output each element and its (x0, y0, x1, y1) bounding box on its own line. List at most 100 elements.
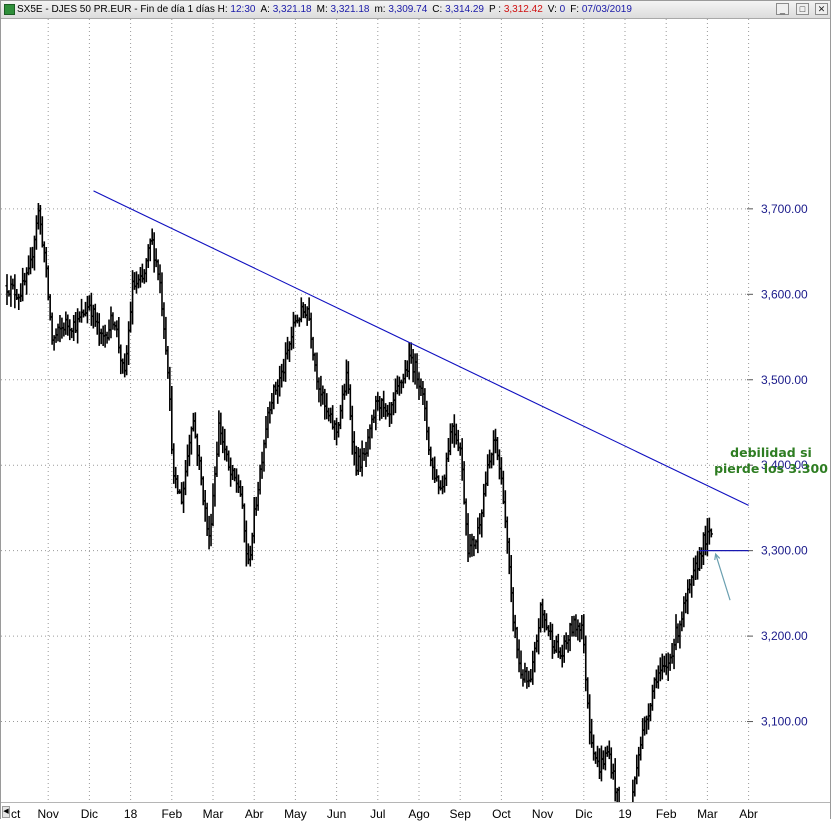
quote-field-label: M: (316, 4, 331, 15)
price-bar (250, 532, 254, 561)
price-bar (244, 520, 248, 567)
price-bar (380, 398, 384, 419)
annotation-line-2: pierde los 3.300 (714, 461, 828, 476)
price-bar (352, 431, 356, 466)
price-bar (617, 786, 620, 802)
price-bar (36, 202, 40, 230)
price-bar (70, 327, 74, 339)
maximize-button[interactable]: □ (796, 3, 809, 15)
x-tick-label: Abr (244, 807, 264, 821)
price-bar (187, 434, 191, 467)
y-tick-label: 3,200.00 (761, 629, 808, 643)
price-bar (89, 292, 93, 326)
price-bar (668, 653, 672, 671)
price-bar (150, 228, 154, 245)
price-bar (207, 515, 211, 550)
price-bar (323, 388, 327, 420)
price-bar (494, 428, 498, 454)
price-bar (454, 423, 458, 445)
price-bar (662, 655, 666, 673)
price-bar (709, 528, 713, 538)
quote-field-label: A: (260, 4, 273, 15)
close-button[interactable]: ✕ (815, 3, 828, 15)
minimize-button[interactable]: _ (776, 3, 789, 15)
price-bar (340, 385, 344, 419)
y-tick-label: 3,700.00 (761, 202, 808, 216)
price-bar (431, 457, 435, 480)
quote-field-label: V: (547, 4, 560, 15)
price-bar (674, 614, 678, 651)
price-bar (492, 430, 496, 466)
price-bar (676, 623, 680, 644)
y-tick-label: 3,600.00 (761, 287, 808, 301)
chart-app-icon (4, 4, 15, 15)
quote-field-value: 3,314.29 (445, 4, 484, 15)
price-bar (17, 293, 21, 310)
price-bar (174, 466, 178, 489)
price-bar (652, 677, 656, 699)
price-bar (558, 647, 562, 660)
price-bar (66, 314, 70, 336)
price-bar (656, 665, 660, 689)
price-bar (154, 248, 158, 268)
price-bar (425, 400, 429, 441)
price-bar (696, 551, 700, 580)
price-bar (415, 353, 419, 389)
x-tick-label: ct (11, 807, 21, 821)
price-bar (562, 635, 566, 663)
ohlc-bars (5, 202, 713, 802)
price-bar (682, 596, 686, 628)
price-bar (541, 598, 545, 629)
price-bar (217, 410, 221, 457)
x-tick-label: 19 (618, 807, 632, 821)
price-bar (229, 457, 233, 487)
price-bar (246, 543, 250, 565)
price-bar (643, 716, 647, 736)
scroll-left-icon[interactable]: ◀ (2, 806, 10, 818)
price-bar (158, 264, 162, 294)
quote-field-value: 3,312.42 (503, 4, 543, 15)
price-bar (603, 746, 607, 771)
price-chart[interactable]: 3,000.00 3,100.00 3,200.00 3,300.00 3,400.00… (1, 19, 830, 802)
y-tick-label: 3,000.00 (761, 800, 808, 802)
price-bar (144, 258, 148, 283)
price-bar (9, 275, 13, 307)
price-bar (121, 358, 125, 374)
price-bar (103, 324, 107, 348)
price-bar (580, 615, 584, 640)
price-bar (686, 579, 690, 615)
price-bar (140, 263, 144, 283)
price-bar (358, 448, 362, 473)
price-bar (576, 619, 580, 641)
price-bar (348, 384, 352, 421)
price-bar (235, 468, 239, 493)
price-bar (409, 342, 413, 364)
price-bar (535, 634, 539, 653)
x-tick-label: Jul (370, 807, 386, 821)
price-bar (482, 483, 486, 518)
price-bar (568, 622, 572, 652)
price-bar (670, 643, 674, 664)
price-bar (584, 635, 588, 692)
price-bar (613, 758, 617, 802)
price-bar (366, 429, 370, 457)
price-bar (460, 438, 464, 481)
price-bar (556, 633, 560, 658)
price-bar (427, 426, 431, 456)
price-bar (284, 342, 288, 382)
price-bar (444, 452, 448, 486)
price-bar (411, 348, 415, 383)
price-bar (109, 306, 113, 339)
price-bar (517, 639, 521, 673)
price-bar (488, 449, 492, 469)
price-bar (29, 247, 33, 275)
x-tick-label: Nov (531, 807, 554, 821)
price-bar (350, 405, 354, 455)
price-bar (295, 314, 299, 324)
quote-field-value: 3,321.18 (272, 4, 312, 15)
price-bar (364, 441, 368, 467)
price-bar (136, 274, 140, 289)
quote-field-value: 07/03/2019 (581, 4, 632, 15)
price-bar (76, 308, 80, 344)
price-bar (688, 579, 692, 594)
